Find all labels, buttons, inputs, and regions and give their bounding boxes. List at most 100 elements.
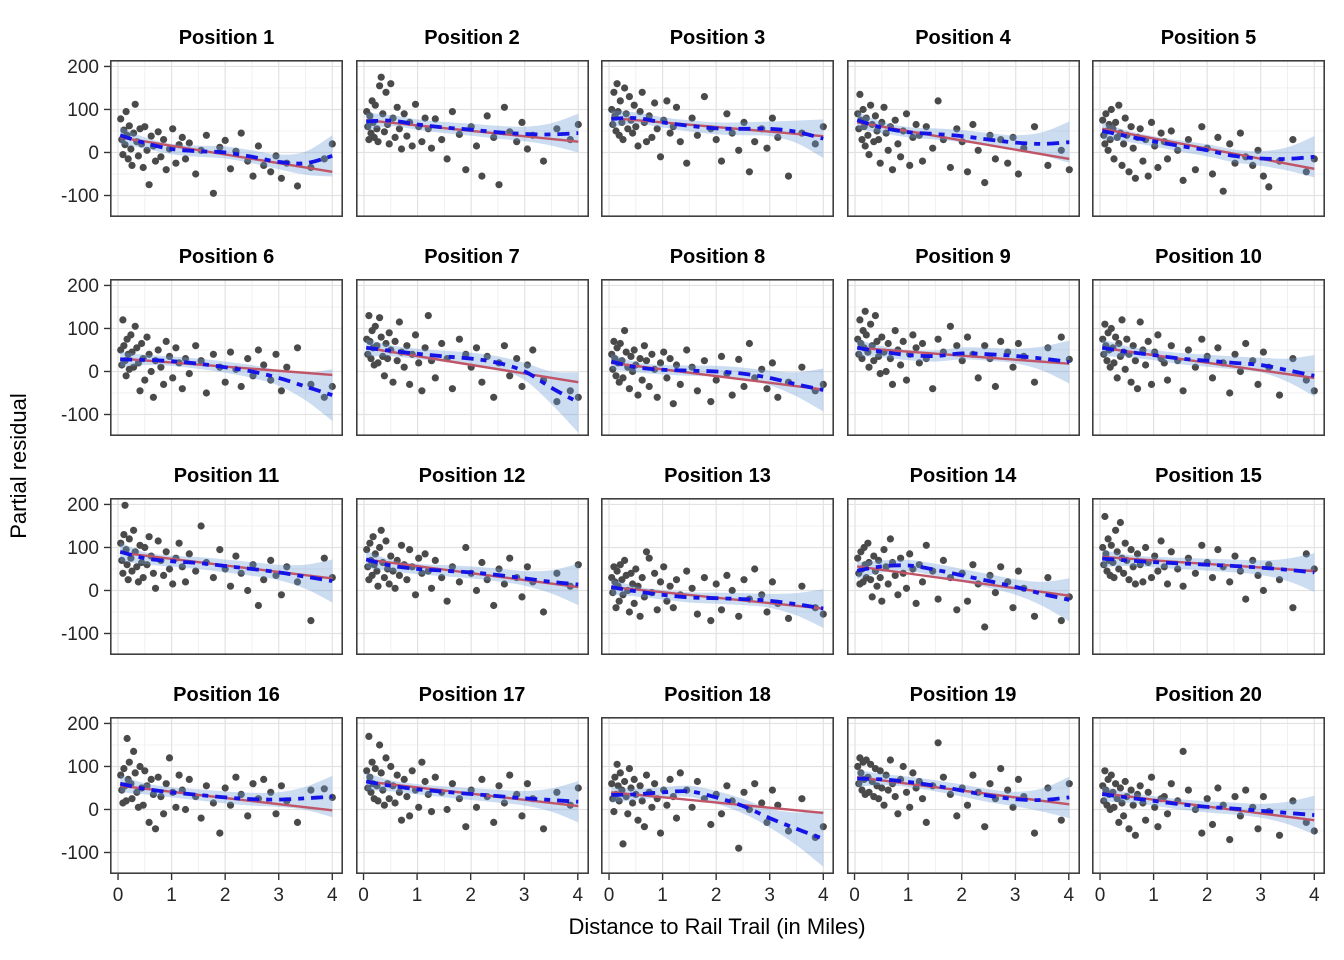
data-point — [1144, 337, 1152, 345]
data-point — [489, 818, 497, 826]
data-point — [1107, 105, 1115, 114]
data-point — [974, 146, 982, 154]
data-point — [1120, 140, 1128, 148]
data-point — [1118, 316, 1126, 324]
data-point — [1302, 168, 1310, 176]
data-point — [143, 146, 151, 154]
data-point — [866, 760, 874, 768]
data-point — [861, 307, 869, 315]
data-point — [1191, 805, 1199, 814]
data-point — [905, 161, 913, 169]
facet-title: Position 16 — [173, 684, 280, 706]
data-point — [934, 97, 942, 105]
data-point — [1110, 359, 1118, 367]
data-point — [393, 771, 401, 779]
y-tick-label: 100 — [67, 100, 99, 121]
data-point — [625, 765, 633, 773]
y-axis-title: Partial residual — [6, 393, 31, 539]
data-point — [517, 118, 526, 126]
data-point — [991, 155, 999, 163]
data-point — [621, 777, 629, 786]
data-point — [861, 142, 869, 150]
data-point — [574, 393, 582, 401]
confidence-band — [120, 542, 333, 603]
data-point — [653, 393, 661, 401]
data-point — [393, 103, 401, 111]
y-tick-label: -100 — [61, 405, 99, 426]
data-point — [192, 170, 200, 178]
data-point — [621, 84, 629, 92]
data-point — [968, 561, 976, 569]
data-point — [209, 574, 217, 582]
data-point — [1125, 576, 1133, 584]
data-point — [128, 795, 136, 803]
data-point — [1167, 548, 1175, 556]
data-point — [622, 348, 630, 356]
data-point — [117, 539, 125, 547]
data-point — [226, 582, 235, 590]
data-point — [922, 123, 930, 131]
data-point — [1101, 767, 1109, 775]
data-point — [763, 385, 771, 393]
smooth-fit-line — [1101, 345, 1315, 378]
data-point — [1121, 114, 1129, 122]
data-point — [119, 569, 127, 577]
x-tick-label: 4 — [818, 885, 829, 906]
facet-panel-11 — [110, 498, 343, 655]
scatter-points — [853, 90, 1073, 187]
panel-border — [601, 60, 834, 217]
data-point — [864, 788, 873, 796]
data-point — [122, 797, 130, 805]
data-point — [980, 342, 988, 350]
data-point — [638, 797, 646, 805]
data-point — [1208, 574, 1217, 582]
data-point — [893, 140, 901, 148]
panel-border — [355, 279, 589, 436]
data-point — [886, 355, 894, 363]
data-point — [1136, 782, 1144, 790]
data-point — [928, 144, 936, 152]
data-point — [879, 801, 888, 809]
data-point — [421, 777, 429, 786]
data-point — [946, 790, 954, 798]
data-point — [891, 571, 899, 579]
data-point — [1191, 166, 1199, 174]
data-point — [185, 775, 193, 783]
data-point — [293, 182, 302, 190]
data-point — [1191, 363, 1199, 371]
x-tick-label: 0 — [1095, 885, 1106, 906]
data-point — [905, 550, 913, 558]
data-point — [172, 159, 180, 167]
data-point — [922, 818, 930, 826]
data-point — [185, 370, 193, 378]
data-point — [1242, 339, 1250, 348]
data-point — [853, 762, 861, 771]
data-point — [798, 363, 806, 371]
data-point — [683, 567, 691, 575]
data-point — [127, 145, 135, 153]
data-point — [402, 342, 410, 350]
smooth-fit-line — [611, 789, 824, 841]
data-point — [391, 584, 399, 592]
data-point — [380, 801, 388, 809]
data-point — [666, 129, 674, 137]
data-point — [751, 138, 759, 146]
data-point — [872, 127, 881, 135]
data-point — [651, 780, 659, 788]
gridlines — [1092, 498, 1325, 655]
data-point — [512, 138, 520, 146]
data-point — [666, 355, 674, 363]
data-point — [912, 599, 920, 607]
data-point — [963, 801, 971, 809]
data-point — [638, 88, 646, 96]
data-point — [120, 126, 128, 134]
data-point — [640, 823, 648, 831]
data-point — [417, 569, 425, 577]
data-point — [625, 608, 633, 616]
data-point — [424, 312, 432, 320]
data-point — [1259, 172, 1267, 180]
data-point — [448, 780, 456, 788]
x-tick-label: 1 — [657, 885, 668, 906]
smooth-fit-line — [610, 359, 824, 392]
